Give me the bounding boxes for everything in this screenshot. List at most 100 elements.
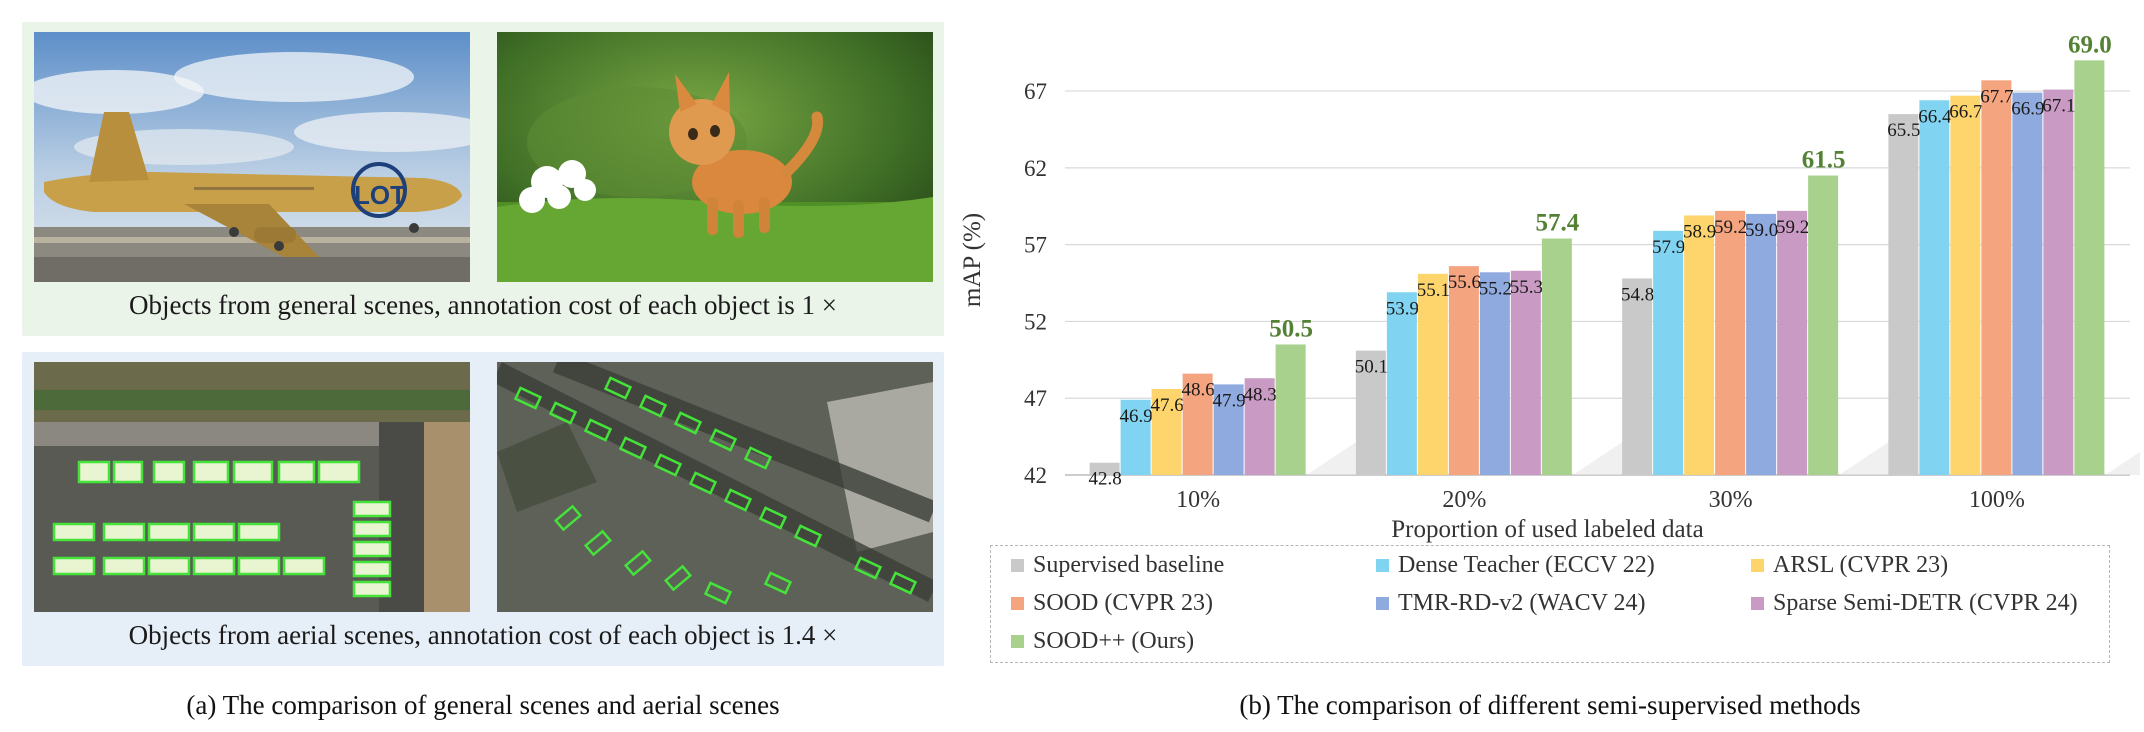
data-label: 50.1 xyxy=(1355,357,1388,378)
data-label: 55.1 xyxy=(1417,280,1450,301)
legend-item: Sparse Semi-DETR (CVPR 24) xyxy=(1751,590,2078,617)
data-label: 55.6 xyxy=(1448,272,1481,293)
legend-swatch xyxy=(1376,597,1389,610)
legend-item: TMR-RD-v2 (WACV 24) xyxy=(1376,590,1646,617)
legend-label: TMR-RD-v2 (WACV 24) xyxy=(1398,590,1646,616)
bar xyxy=(1888,114,1919,475)
data-label: 59.2 xyxy=(1714,217,1747,238)
bar xyxy=(1510,270,1541,475)
data-label: 53.9 xyxy=(1386,298,1419,319)
bar xyxy=(1919,100,1950,476)
legend-label: ARSL (CVPR 23) xyxy=(1773,552,1949,578)
legend-swatch xyxy=(1011,635,1024,648)
y-tick-label: 52 xyxy=(1024,309,1047,334)
bar-shadow xyxy=(1306,435,1367,475)
airplane-photo: LOT xyxy=(34,32,470,282)
left-panel: LOT xyxy=(0,0,950,732)
data-label: 59.2 xyxy=(1776,217,1809,238)
bar xyxy=(1777,210,1808,475)
bar xyxy=(1622,278,1653,475)
bar-shadow xyxy=(1839,435,1900,475)
bar xyxy=(1417,273,1448,475)
aerial-parking-photo-2 xyxy=(497,362,933,612)
legend-swatch xyxy=(1376,559,1389,572)
data-label-highlight: 61.5 xyxy=(1802,147,1846,174)
bar xyxy=(1151,389,1182,475)
data-label: 58.9 xyxy=(1683,221,1716,242)
x-tick-label: 10% xyxy=(1176,487,1220,513)
bar xyxy=(1089,462,1120,475)
bar xyxy=(1684,215,1715,475)
data-label: 59.0 xyxy=(1745,220,1778,241)
x-tick-label: 20% xyxy=(1442,487,1486,513)
bar-shadow xyxy=(1572,435,1633,475)
legend-item: SOOD (CVPR 23) xyxy=(1011,590,1213,617)
bar xyxy=(2043,89,2074,476)
bar xyxy=(1182,373,1213,475)
legend-swatch xyxy=(1011,597,1024,610)
data-label-highlight: 69.0 xyxy=(2068,31,2112,58)
legend-swatch xyxy=(1751,559,1764,572)
y-tick-label: 57 xyxy=(1024,233,1047,258)
bar xyxy=(2074,60,2105,475)
y-tick-label: 47 xyxy=(1024,386,1047,411)
legend-label: SOOD (CVPR 23) xyxy=(1033,590,1214,616)
legend-label: SOOD++ (Ours) xyxy=(1033,628,1195,654)
legend-item: SOOD++ (Ours) xyxy=(1011,628,1194,655)
bar xyxy=(1746,213,1777,475)
bar xyxy=(1950,95,1981,475)
data-label: 46.9 xyxy=(1120,406,1153,427)
data-label: 65.5 xyxy=(1887,120,1920,141)
bar xyxy=(1355,350,1386,475)
bar xyxy=(1120,399,1151,475)
bar xyxy=(2012,92,2043,475)
bar xyxy=(1386,292,1417,475)
bar xyxy=(1653,230,1684,475)
data-label: 48.6 xyxy=(1182,380,1215,401)
data-label: 67.7 xyxy=(1980,86,2013,107)
bar xyxy=(1715,210,1746,475)
data-label: 67.1 xyxy=(2042,96,2075,117)
bar xyxy=(1448,266,1479,475)
legend-label: Supervised baseline xyxy=(1033,552,1225,578)
left-panel-caption: (a) The comparison of general scenes and… xyxy=(186,690,780,720)
general-scenes-caption: Objects from general scenes, annotation … xyxy=(129,290,837,320)
legend-label: Dense Teacher (ECCV 22) xyxy=(1398,552,1655,578)
aerial-parking-photo-1 xyxy=(34,362,470,612)
kitten-photo xyxy=(497,32,933,282)
x-axis-title: Proportion of used labeled data xyxy=(1391,516,1703,543)
bar xyxy=(1244,378,1275,475)
y-tick-label: 42 xyxy=(1024,463,1047,488)
legend-item: Dense Teacher (ECCV 22) xyxy=(1376,552,1655,579)
y-axis-title: mAP (%) xyxy=(959,213,986,307)
y-tick-label: 67 xyxy=(1024,79,1047,104)
legend-item: Supervised baseline xyxy=(1011,552,1224,579)
data-label-highlight: 50.5 xyxy=(1269,315,1313,342)
data-label: 66.4 xyxy=(1918,106,1952,127)
x-tick-label: 100% xyxy=(1969,487,2025,513)
bar xyxy=(1541,238,1572,475)
data-label: 54.8 xyxy=(1621,284,1654,305)
right-panel-caption: (b) The comparison of different semi-sup… xyxy=(1239,690,1861,720)
bar xyxy=(1808,175,1839,476)
legend-label: Sparse Semi-DETR (CVPR 24) xyxy=(1773,590,2078,616)
airplane-livery-text: LOT xyxy=(354,180,406,210)
bar xyxy=(1981,80,2012,476)
bar xyxy=(1213,384,1244,475)
data-label: 47.9 xyxy=(1213,390,1246,411)
data-label: 55.3 xyxy=(1510,277,1543,298)
data-label: 55.2 xyxy=(1479,278,1512,299)
bar xyxy=(1479,272,1510,475)
legend-item: ARSL (CVPR 23) xyxy=(1751,552,1948,579)
data-label: 57.9 xyxy=(1652,237,1685,258)
data-label: 66.7 xyxy=(1949,102,1982,123)
y-tick-label: 62 xyxy=(1024,156,1047,181)
data-label: 66.9 xyxy=(2011,99,2044,120)
aerial-scenes-box: Objects from aerial scenes, annotation c… xyxy=(22,352,944,666)
data-label: 42.8 xyxy=(1089,469,1122,490)
legend-swatch xyxy=(1751,597,1764,610)
x-tick-label: 30% xyxy=(1709,487,1753,513)
legend-swatch xyxy=(1011,559,1024,572)
bar-shadow xyxy=(2105,451,2140,475)
data-label: 47.6 xyxy=(1151,395,1184,416)
